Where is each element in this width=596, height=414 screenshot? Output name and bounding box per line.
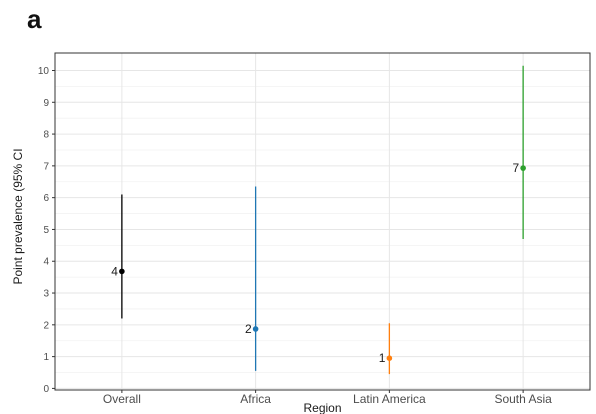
x-axis-title: Region — [303, 401, 341, 414]
y-tick-label: 8 — [43, 130, 49, 141]
x-tick-label: South Asia — [494, 392, 552, 406]
y-tick-label: 0 — [43, 384, 49, 395]
y-tick-label: 3 — [43, 289, 49, 300]
panel-label: a — [27, 4, 42, 34]
x-axis-ticks: Overall Africa Latin America South Asia — [103, 390, 552, 406]
point-estimate — [386, 355, 393, 362]
y-tick-label: 4 — [43, 257, 49, 268]
y-tick-label: 2 — [43, 320, 49, 331]
point-label: 7 — [512, 161, 519, 175]
point-label: 1 — [379, 351, 386, 365]
point-label: 2 — [245, 322, 252, 336]
major-gridlines — [55, 53, 590, 390]
point-range-marks: 4 2 1 7 — [111, 65, 526, 375]
point-estimate — [252, 326, 259, 332]
x-tick-label: Africa — [240, 392, 271, 406]
plot-panel-border — [54, 52, 591, 391]
point-label: 4 — [111, 264, 118, 278]
y-axis-title: Point prevalence (95% CI — [11, 148, 25, 284]
minor-gridlines — [55, 85, 590, 373]
y-tick-label: 7 — [43, 161, 49, 172]
y-tick-label: 9 — [43, 98, 49, 109]
point-estimate — [520, 165, 526, 171]
point-estimate — [119, 268, 125, 275]
y-axis-ticks: 0 1 2 3 4 5 6 7 8 9 10 — [38, 66, 55, 395]
y-tick-label: 6 — [43, 193, 49, 204]
x-tick-label: Overall — [103, 392, 141, 406]
y-tick-label: 1 — [43, 352, 49, 363]
y-tick-label: 10 — [38, 66, 50, 77]
x-tick-label: Latin America — [353, 392, 426, 406]
y-tick-label: 5 — [43, 225, 49, 236]
